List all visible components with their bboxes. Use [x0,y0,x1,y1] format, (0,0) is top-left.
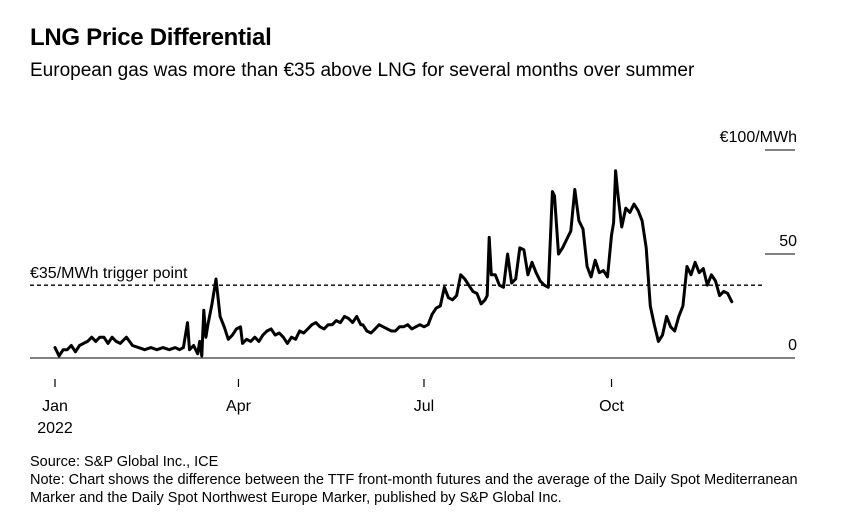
y-axis: €100/MWh 50 0 [30,129,797,359]
x-tick-label: Oct [599,398,624,415]
methodology-note: Note: Chart shows the difference between… [30,472,798,506]
y-tick-label: 50 [779,233,797,250]
line-chart: €100/MWh 50 0 Jan 2022 Apr Jul Oct €35/MWh tri… [30,129,797,437]
y-tick-label: €100/MWh [720,129,797,146]
chart-subtitle: European gas was more than €35 above LNG… [30,60,695,81]
x-tick-label: Apr [226,398,252,415]
trigger-reference: €35/MWh trigger point [30,265,765,286]
trigger-label: €35/MWh trigger point [30,265,188,282]
source-note: Source: S&P Global Inc., ICE [30,454,219,470]
chart-title: LNG Price Differential [30,24,272,51]
series-group [53,169,734,358]
price-differential-line [53,169,734,358]
x-axis: Jan 2022 Apr Jul Oct [37,379,625,437]
y-tick-label: 0 [788,337,797,354]
x-tick-label: Jan [42,398,68,415]
x-tick-label: Jul [414,398,434,415]
x-tick-year-label: 2022 [37,420,73,437]
